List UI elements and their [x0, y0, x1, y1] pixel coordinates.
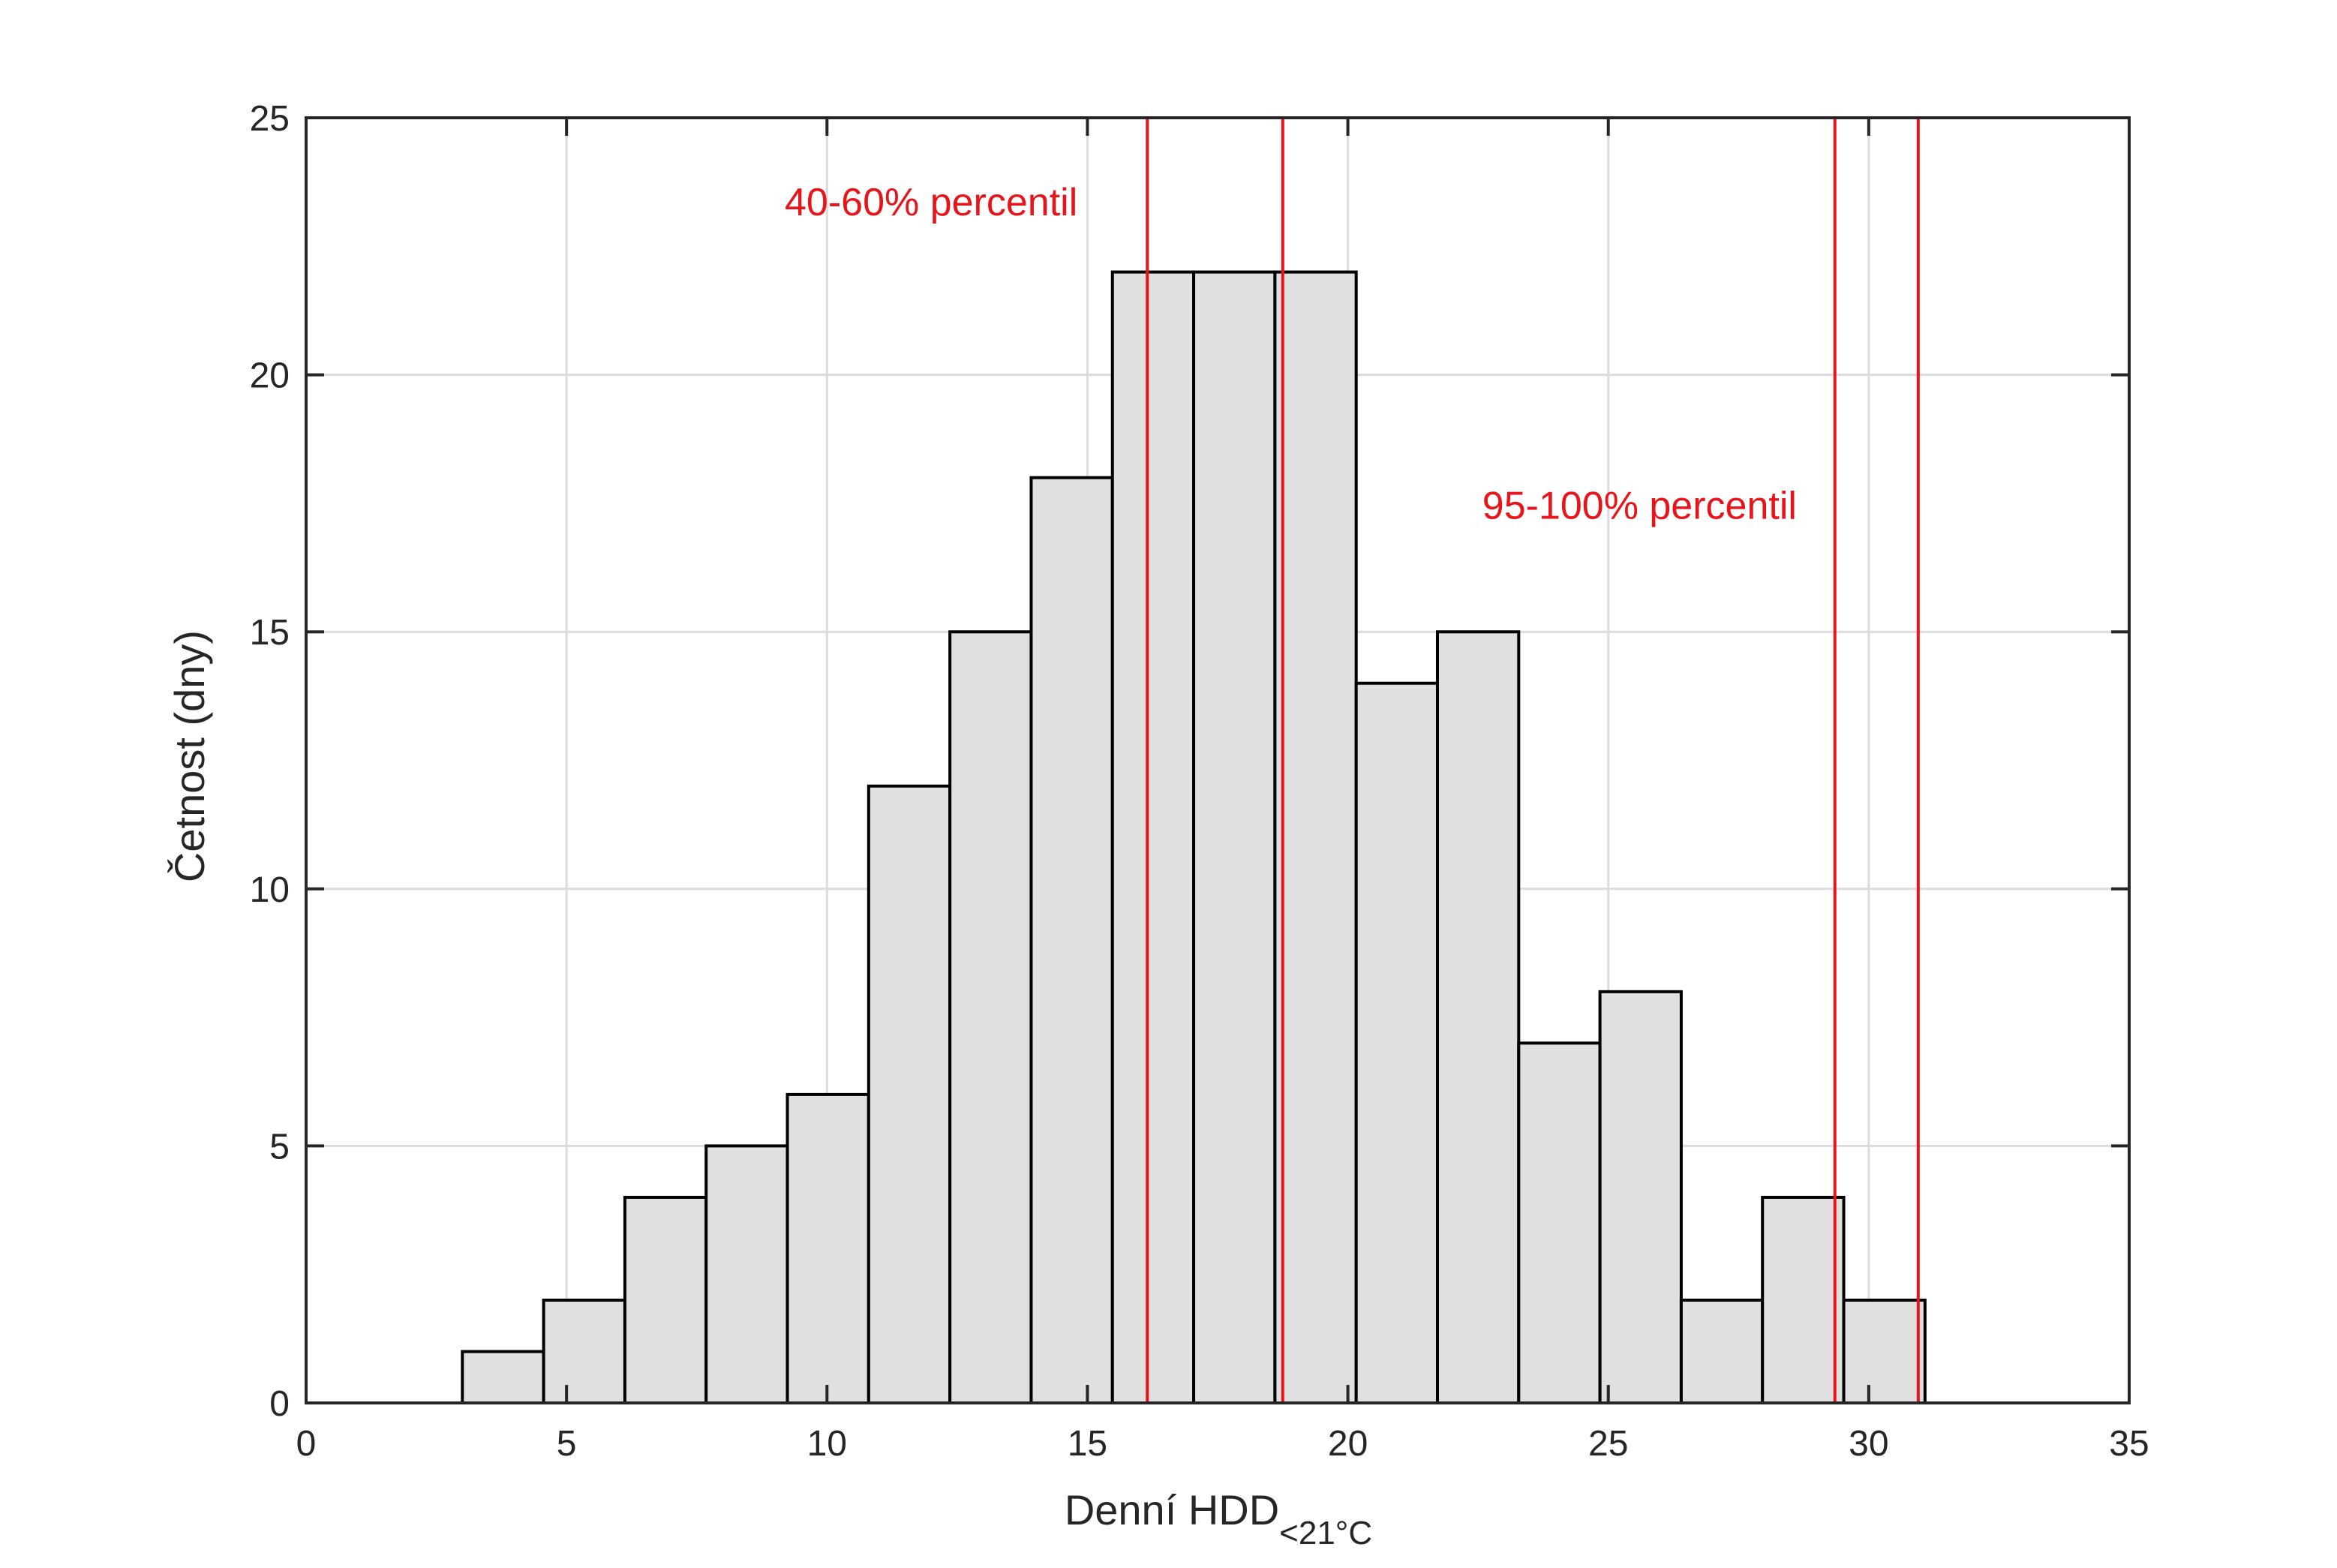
y-tick-label: 0 [269, 1384, 290, 1424]
y-tick-label: 5 [269, 1127, 290, 1167]
histogram-bar [461, 1350, 545, 1404]
histogram-bar [1517, 1041, 1602, 1404]
histogram-bar [1842, 1298, 1927, 1404]
x-tick-label: 10 [807, 1424, 847, 1464]
histogram-bar [1273, 270, 1358, 1404]
axes [305, 116, 2131, 1404]
y-tick-label: 25 [250, 99, 290, 139]
histogram-bar [1192, 270, 1277, 1404]
percentile-lines [1146, 118, 1920, 1403]
x-tick-label: 5 [557, 1424, 577, 1464]
histogram-bar [704, 1144, 789, 1405]
x-tick-label: 35 [2109, 1424, 2149, 1464]
histogram-bar [1761, 1195, 1846, 1405]
x-tick-label: 25 [1588, 1424, 1628, 1464]
annotations: 40-60% percentil 95-100% percentil [785, 181, 1797, 527]
tick-labels: 0 5 10 15 20 25 30 35 0 5 10 15 20 25 [250, 99, 2149, 1464]
histogram-bar [623, 1195, 708, 1405]
x-tick-label: 20 [1328, 1424, 1368, 1464]
histogram-bar [867, 784, 952, 1404]
y-tick-label: 10 [250, 870, 290, 910]
histogram-bar [1679, 1298, 1765, 1404]
histogram-bar [1110, 270, 1196, 1404]
y-tick-label: 20 [250, 356, 290, 396]
y-axis-label: Četnost (dny) [166, 630, 213, 882]
percentile-annotation: 95-100% percentil [1482, 484, 1797, 527]
histogram-bar [1354, 681, 1439, 1404]
percentile-annotation: 40-60% percentil [785, 181, 1077, 224]
x-tick-label: 30 [1849, 1424, 1888, 1464]
x-axis-label-subscript: <21°C [1279, 1515, 1372, 1551]
x-axis-label-main: Denní HDD [1065, 1486, 1279, 1533]
x-axis-label: Denní HDD<21°C [1065, 1486, 1372, 1551]
histogram-bar [948, 630, 1033, 1405]
histogram-bar [542, 1298, 626, 1404]
x-tick-label: 15 [1068, 1424, 1107, 1464]
histogram-bar [1598, 990, 1683, 1404]
x-tick-label: 0 [296, 1424, 317, 1464]
plot-frame [305, 116, 2131, 1404]
histogram-bar [786, 1092, 870, 1404]
histogram-bar [1029, 476, 1114, 1404]
y-tick-label: 15 [250, 613, 290, 653]
histogram-bar [1435, 630, 1521, 1405]
